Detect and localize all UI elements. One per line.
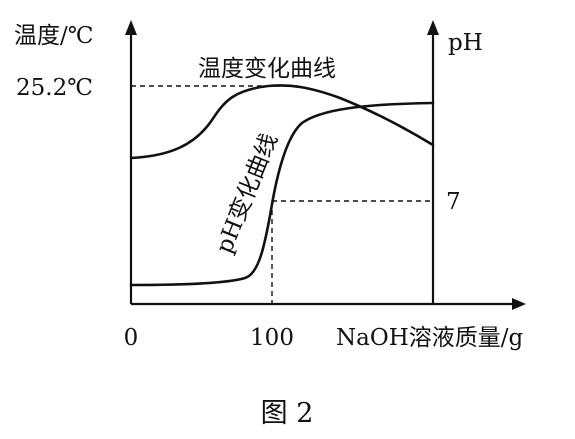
x-tick-label-100: 100 — [250, 325, 294, 351]
right-axis-label: pH — [448, 30, 483, 56]
x-tick-label-0: 0 — [124, 325, 139, 351]
ph-curve — [129, 101, 435, 287]
x-axis-arrow — [512, 298, 526, 310]
left-y-axis-arrow — [125, 20, 137, 35]
temperature-curve-label: 温度变化曲线 — [198, 56, 336, 82]
x-axis-label: NaOH溶液质量/g — [336, 325, 524, 351]
temperature-curve — [129, 84, 435, 160]
temperature-marker-label: 25.2℃ — [16, 75, 93, 101]
left-axis-label: 温度/℃ — [14, 23, 93, 49]
right-y-axis-arrow — [427, 20, 439, 35]
ph-marker-label: 7 — [446, 189, 461, 215]
figure-caption: 图 2 — [261, 398, 314, 429]
